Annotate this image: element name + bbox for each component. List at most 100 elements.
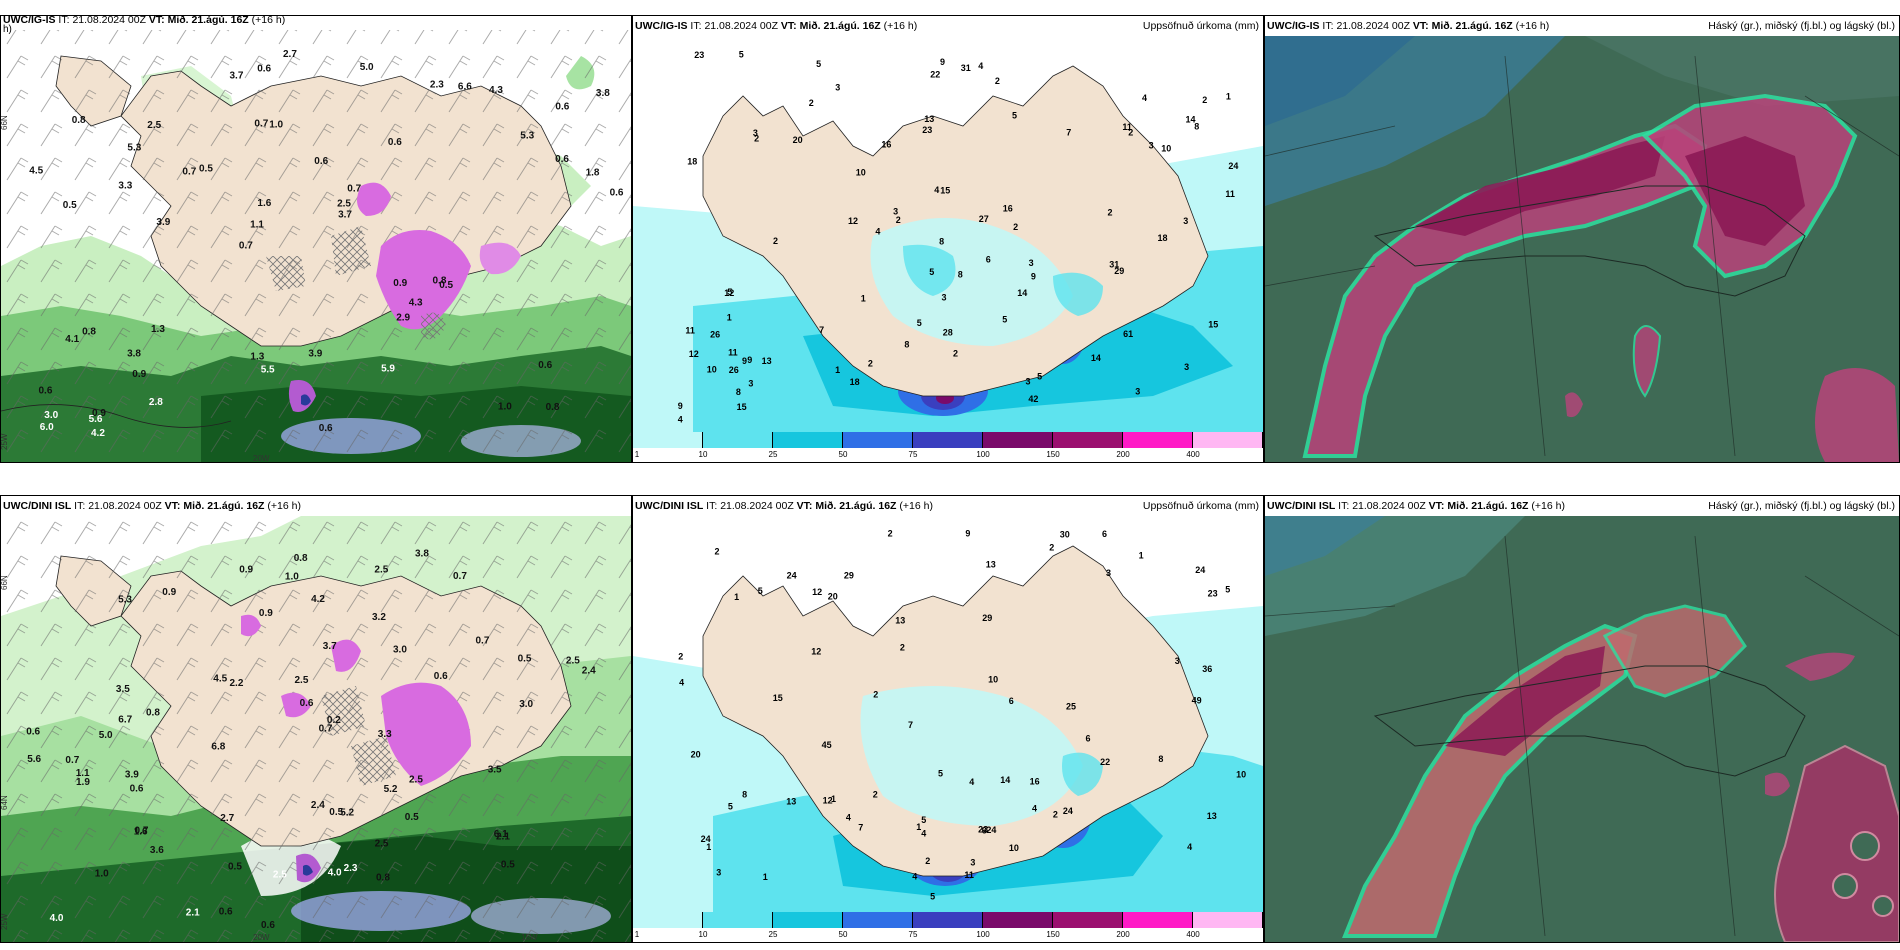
value-label: 45 (822, 740, 832, 750)
map-svg: 1.0 0.7 0.9 0.7 0.5 0.8 0.6 0.7 0.5 0.6 0.7 0.8 0.5 0… (1, 516, 631, 942)
value-label: 6 (986, 254, 991, 264)
value-label: 3.8 (127, 349, 141, 360)
colorbar-tick: 150 (1046, 930, 1060, 939)
value-label: 2.5 (147, 120, 161, 131)
value-label: 23 (922, 125, 932, 135)
value-label: 18 (850, 377, 860, 387)
value-label: 2.4 (311, 800, 325, 811)
value-label: 26 (710, 330, 720, 340)
panel-header: UWC/IG-IS IT: 21.08.2024 00Z VT: Mið. 21… (633, 16, 1263, 36)
value-label: 2.7 (220, 813, 234, 824)
value-label: 24 (1228, 161, 1238, 171)
value-label: 4.0 (328, 868, 342, 879)
value-label: 8 (1194, 121, 1199, 131)
value-label: 0.2 (327, 715, 341, 726)
value-label: 9 (742, 356, 747, 366)
value-label: 7 (858, 823, 863, 833)
value-label: 3 (1029, 258, 1034, 268)
panel-ig-is-wind-precip: UWC/IG-IS IT: 21.08.2024 00Z VT: Mið. 21… (0, 15, 632, 463)
colorbar-tick: 50 (838, 930, 848, 939)
value-label: 27 (979, 214, 989, 224)
value-label: 23 (1208, 589, 1218, 599)
value-label: 13 (1207, 811, 1217, 821)
value-label: 4 (678, 414, 683, 424)
value-label: 0.5 (199, 164, 213, 175)
value-label: 2 (1108, 207, 1113, 217)
value-label: 2 (1013, 222, 1018, 232)
value-label: 0.5 (228, 862, 242, 873)
value-label: 3 (835, 83, 840, 93)
value-label: 13 (895, 616, 905, 626)
value-label: 0.6 (130, 783, 144, 794)
value-label: 0.6 (538, 360, 552, 371)
value-label: 15 (940, 186, 950, 196)
map-svg (1265, 516, 1899, 942)
value-label: 2 (678, 651, 683, 661)
value-label: 5 (739, 50, 744, 60)
colorbar-swatch (1053, 432, 1123, 448)
value-label: 0.5 (63, 200, 77, 211)
value-label: 24 (1063, 806, 1073, 816)
value-label: 9 (940, 57, 945, 67)
value-label: 2 (1202, 95, 1207, 105)
value-label: 0.5 (405, 812, 419, 823)
value-label: 10 (1236, 770, 1246, 780)
value-label: 3 (970, 857, 975, 867)
value-label: 0.6 (610, 188, 624, 199)
value-label: 24 (1195, 565, 1205, 575)
value-label: 0.6 (300, 698, 314, 709)
value-label: 2.5 (375, 838, 389, 849)
value-label: 3.8 (596, 88, 610, 99)
value-label: 29 (982, 613, 992, 623)
value-label: 2.2 (230, 678, 244, 689)
value-label: 3.9 (308, 349, 322, 360)
value-label: 2 (873, 790, 878, 800)
value-label: 36 (1202, 664, 1212, 674)
value-label: 2 (809, 98, 814, 108)
value-label: 8 (958, 269, 963, 279)
lon-label: 25W (1, 433, 9, 450)
map-wind-precip: 1.0 0.7 0.9 0.7 0.5 0.8 0.6 0.7 0.5 0.6 0.7 0.8 0.5 0… (1, 516, 631, 942)
value-label: 8 (939, 236, 944, 246)
value-label: 0.6 (555, 154, 569, 165)
panel-title: UWC/DINI ISL IT: 21.08.2024 00Z VT: Mið.… (1267, 500, 1565, 512)
panel-title: UWC/DINI ISL IT: 21.08.2024 00Z VT: Mið.… (635, 500, 933, 512)
value-label: 5.2 (340, 808, 354, 819)
wind-precip-values: 0.80.50.60.70.60.90.70.60.80.50.60.91.00… (29, 49, 624, 439)
value-label: 12 (823, 796, 833, 806)
value-label: 3.0 (519, 699, 533, 710)
value-label: 2.5 (374, 565, 388, 576)
value-label: 0.7 (319, 724, 333, 735)
value-label: 3.9 (125, 769, 139, 780)
colorbar-tick: 150 (1046, 450, 1060, 459)
value-label: 10 (988, 675, 998, 685)
value-label: 1 (734, 592, 739, 602)
value-label: 2.5 (337, 199, 351, 210)
value-label: 5.6 (89, 414, 103, 425)
value-label: 0.5 (501, 860, 515, 871)
value-label: 3.7 (230, 71, 244, 82)
colorbar-tick: 25 (768, 930, 778, 939)
value-label: 3.7 (338, 209, 352, 220)
value-label: 25 (1066, 701, 1076, 711)
value-label: 0.6 (434, 671, 448, 682)
value-label: 0.6 (219, 907, 233, 918)
value-label: 2.3 (344, 863, 358, 874)
colorbar: 1 10 25 50 75 100 150 200 400 (633, 432, 1263, 462)
value-label: 14 (1000, 775, 1010, 785)
value-label: 2.9 (396, 313, 410, 324)
colorbar-swatch (703, 912, 773, 928)
value-label: 4.0 (50, 913, 64, 924)
colorbar-tick: 200 (1116, 450, 1130, 459)
value-label: 5.2 (384, 784, 398, 795)
value-label: 0.6 (314, 156, 328, 167)
value-label: 3.5 (488, 765, 502, 776)
value-label: 0.7 (476, 635, 490, 646)
value-label: 5 (1225, 584, 1230, 594)
value-label: 24 (986, 825, 996, 835)
value-label: 1.3 (151, 324, 165, 335)
value-label: 5.3 (118, 594, 132, 605)
value-label: 2 (715, 547, 720, 557)
value-label: 3 (1106, 568, 1111, 578)
